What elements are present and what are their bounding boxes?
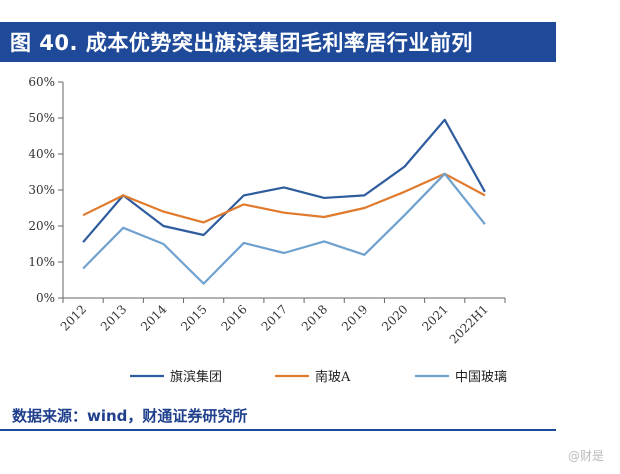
line-chart: 0% 10% 20% 30% 40% 50% 60% 2012 2013 2014 2015 2016… bbox=[28, 75, 507, 385]
y-tick-label: 50% bbox=[28, 111, 55, 125]
x-tick-label: 2012 bbox=[58, 302, 89, 333]
chart-area: 0% 10% 20% 30% 40% 50% 60% 2012 2013 2014 2015 2016… bbox=[0, 66, 620, 396]
y-tick-label: 10% bbox=[28, 255, 55, 269]
x-tick-label: 2020 bbox=[379, 302, 410, 333]
data-source: 数据来源：wind，财通证券研究所 bbox=[12, 407, 248, 425]
legend-label: 南玻A bbox=[315, 369, 351, 385]
series-line-1 bbox=[82, 118, 486, 243]
y-tick-label: 0% bbox=[36, 291, 55, 305]
series-line-3 bbox=[82, 172, 486, 285]
x-tick-label: 2018 bbox=[299, 302, 330, 333]
x-tick-label: 2022H1 bbox=[447, 302, 491, 346]
divider bbox=[0, 429, 556, 431]
legend-label: 旗滨集团 bbox=[170, 369, 222, 385]
x-tick-label: 2016 bbox=[218, 302, 249, 333]
x-tick-label: 2014 bbox=[138, 302, 170, 334]
x-tick-label: 2017 bbox=[259, 302, 290, 333]
x-tick-label: 2021 bbox=[419, 302, 450, 333]
x-tick-label: 2019 bbox=[339, 302, 370, 333]
y-tick-label: 20% bbox=[28, 219, 55, 233]
x-tick-label: 2013 bbox=[98, 302, 129, 333]
y-tick-label: 60% bbox=[28, 75, 55, 89]
chart-title: 图 40. 成本优势突出旗滨集团毛利率居行业前列 bbox=[0, 22, 556, 62]
y-tick-label: 30% bbox=[28, 183, 55, 197]
watermark: @财是 bbox=[567, 449, 604, 463]
y-tick-label: 40% bbox=[28, 147, 55, 161]
x-tick-label: 2015 bbox=[178, 302, 209, 333]
legend-label: 中国玻璃 bbox=[455, 370, 507, 385]
series-line-2 bbox=[82, 172, 486, 224]
